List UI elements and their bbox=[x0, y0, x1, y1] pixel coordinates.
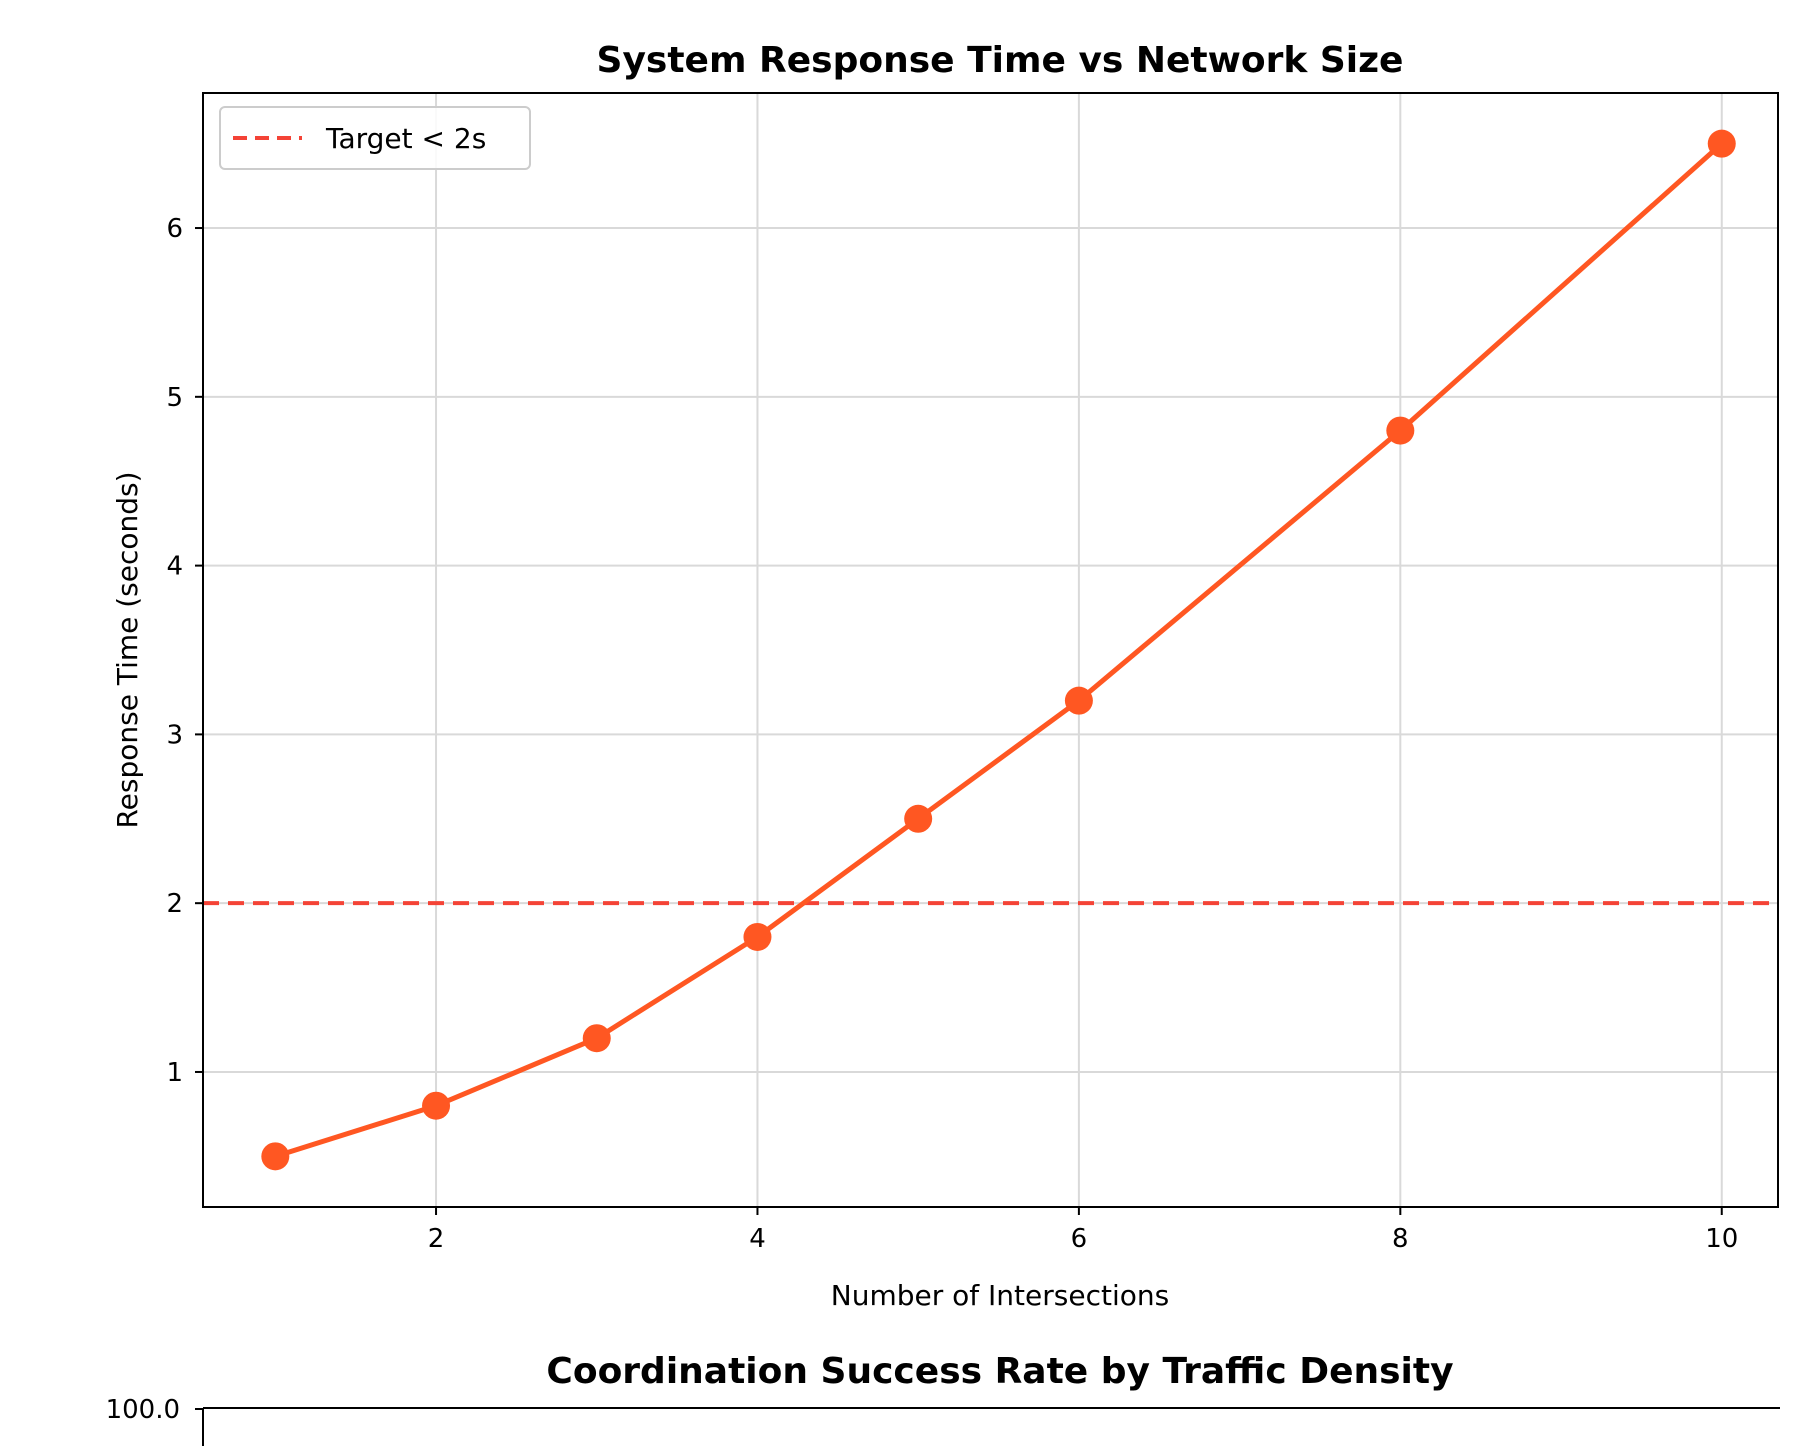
data-point bbox=[422, 1091, 451, 1120]
success-rate-chart: Coordination Success Rate by Traffic Den… bbox=[106, 1351, 1780, 1446]
chart-title: Coordination Success Rate by Traffic Den… bbox=[546, 1351, 1453, 1392]
y-tick-label: 6 bbox=[166, 214, 183, 244]
x-axis-ticks: 2 4 6 8 10 bbox=[428, 1207, 1738, 1254]
y-tick-label: 4 bbox=[166, 552, 183, 582]
data-point bbox=[261, 1142, 290, 1171]
data-point bbox=[582, 1024, 611, 1053]
x-tick-label: 8 bbox=[1392, 1224, 1409, 1254]
x-tick-label: 10 bbox=[1705, 1224, 1738, 1254]
x-axis-label: Number of Intersections bbox=[831, 1279, 1169, 1312]
grid bbox=[203, 93, 1778, 1207]
data-point bbox=[743, 922, 772, 951]
data-points bbox=[261, 129, 1736, 1171]
y-axis-label: Response Time (seconds) bbox=[111, 471, 144, 828]
x-tick-label: 2 bbox=[428, 1224, 445, 1254]
data-point bbox=[1064, 686, 1093, 715]
series-line bbox=[274, 141, 1724, 1159]
y-tick-label: 100.0 bbox=[106, 1395, 180, 1425]
legend-label: Target < 2s bbox=[325, 122, 486, 155]
chart-title: System Response Time vs Network Size bbox=[597, 40, 1404, 81]
y-tick-label: 2 bbox=[166, 889, 183, 919]
x-tick-label: 6 bbox=[1071, 1224, 1088, 1254]
y-tick-label: 3 bbox=[166, 720, 183, 750]
plot-frame bbox=[202, 92, 1779, 1208]
x-tick-label: 4 bbox=[749, 1224, 766, 1254]
series bbox=[274, 141, 1724, 1159]
data-point bbox=[904, 804, 933, 833]
y-axis-ticks: 1 2 3 4 5 6 bbox=[166, 214, 203, 1088]
data-point bbox=[1707, 129, 1736, 158]
legend: Target < 2s bbox=[219, 106, 531, 170]
y-tick-label: 1 bbox=[166, 1058, 183, 1088]
y-tick-label: 5 bbox=[166, 383, 183, 413]
data-point bbox=[1386, 416, 1415, 445]
legend-box bbox=[219, 106, 531, 170]
response-time-chart: System Response Time vs Network Size 2 4 6… bbox=[111, 40, 1779, 1312]
